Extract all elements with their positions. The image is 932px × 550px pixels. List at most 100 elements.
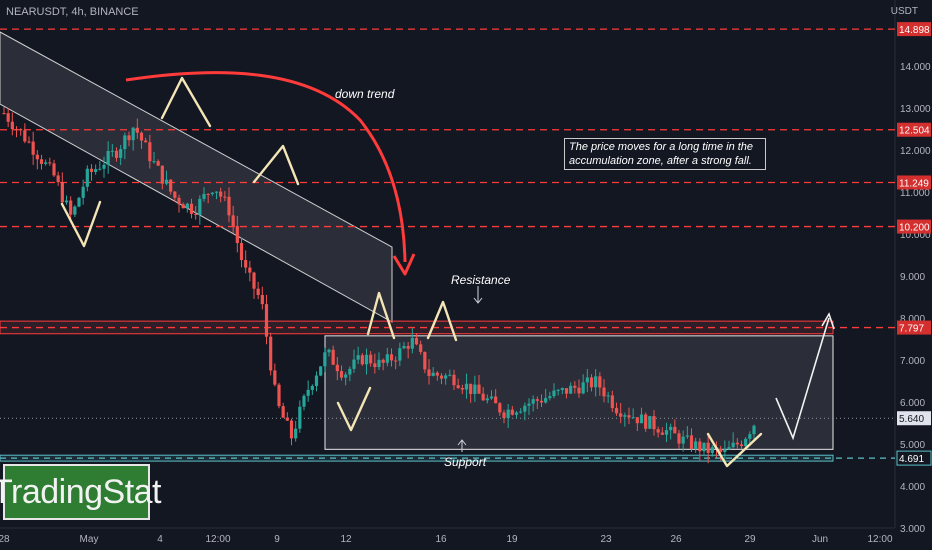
y-tick-label: 5.000 xyxy=(900,440,925,451)
candle-body xyxy=(369,354,373,364)
candle-body xyxy=(256,288,260,296)
y-tick-label: 11.000 xyxy=(900,188,930,199)
candle-body xyxy=(548,396,552,399)
candle-body xyxy=(435,372,439,376)
candle-body xyxy=(352,359,356,369)
candle-body xyxy=(139,132,144,141)
x-tick-label: 12:00 xyxy=(867,534,892,545)
candle-body xyxy=(444,375,448,379)
candle-body xyxy=(494,396,498,404)
candle-body xyxy=(60,182,64,203)
x-tick-label: Jun xyxy=(812,534,828,545)
candle-body xyxy=(173,191,177,198)
candle-body xyxy=(502,412,506,419)
candle-body xyxy=(656,429,660,433)
note-annotation: The price moves for a long time in the a… xyxy=(564,138,766,170)
y-tick-label: 12.000 xyxy=(900,146,931,157)
x-tick-label: 28 xyxy=(0,534,10,545)
candle-body xyxy=(569,385,573,394)
candle-body xyxy=(227,196,231,216)
candle-body xyxy=(385,354,389,363)
candle-body xyxy=(252,272,256,289)
candle-body xyxy=(735,442,739,445)
candle-body xyxy=(698,441,702,452)
candle-body xyxy=(89,168,94,172)
candle-body xyxy=(664,430,669,435)
candle-body xyxy=(185,203,189,209)
candle-body xyxy=(552,390,556,397)
candle-body xyxy=(94,169,98,172)
candle-body xyxy=(398,348,402,361)
candle-body xyxy=(344,374,348,378)
candle-body xyxy=(394,360,398,362)
candle-body xyxy=(298,406,302,429)
candle-body xyxy=(535,399,539,401)
candle-body xyxy=(581,382,585,394)
candle-body xyxy=(31,141,35,155)
downtrend-arrowhead xyxy=(392,253,416,276)
swing-low-mark xyxy=(336,386,372,432)
level-price-label: 7.797 xyxy=(899,324,924,335)
candle-body xyxy=(214,191,219,193)
support-label: Support xyxy=(444,455,487,469)
candle-body xyxy=(556,389,560,391)
candle-body xyxy=(152,161,156,163)
candle-body xyxy=(648,416,652,429)
candle-body xyxy=(235,226,239,244)
candle-body xyxy=(6,113,10,122)
candle-body xyxy=(131,127,135,141)
candle-body xyxy=(81,186,85,198)
downtrend-label: down trend xyxy=(335,87,395,101)
support-price-tag xyxy=(896,450,932,466)
candle-body xyxy=(752,425,756,435)
candle-body xyxy=(719,448,723,452)
candle-body xyxy=(544,398,548,403)
candle-body xyxy=(619,413,623,417)
downtrend-arrow xyxy=(125,71,407,263)
candle-body xyxy=(452,374,456,386)
candle-body xyxy=(419,344,423,352)
last-price-label: 5.640 xyxy=(899,414,924,425)
candle-body xyxy=(156,161,160,166)
candle-body xyxy=(348,368,352,375)
candle-body xyxy=(44,162,48,164)
candle-body xyxy=(464,383,469,390)
candle-body xyxy=(631,417,635,419)
resistance-label: Resistance xyxy=(451,273,511,287)
candle-body xyxy=(514,412,519,415)
candle-body xyxy=(660,432,664,435)
candle-body xyxy=(402,345,406,349)
y-tick-label: 9.000 xyxy=(900,272,925,283)
y-tick-label: 14.000 xyxy=(900,62,931,73)
level-price-tag xyxy=(897,320,931,335)
candle-body xyxy=(510,409,514,415)
candle-body xyxy=(198,198,202,215)
y-tick-label: 6.000 xyxy=(900,398,925,409)
x-tick-label: 23 xyxy=(600,534,612,545)
x-tick-label: 4 xyxy=(157,534,163,545)
x-tick-label: 12:00 xyxy=(205,534,230,545)
level-price-tag xyxy=(897,219,931,234)
candle-body xyxy=(748,434,752,439)
candle-body xyxy=(585,377,589,383)
candle-body xyxy=(219,191,223,197)
candle-body xyxy=(123,135,127,150)
candle-body xyxy=(260,295,264,305)
candle-body xyxy=(485,398,489,401)
candle-body xyxy=(19,129,23,131)
candle-body xyxy=(306,389,310,396)
candle-body xyxy=(269,336,273,371)
candle-body xyxy=(360,355,364,365)
candle-body xyxy=(135,127,139,133)
level-price-label: 11.249 xyxy=(899,178,929,189)
candle-body xyxy=(356,355,360,360)
candle-body xyxy=(414,337,419,345)
candle-body xyxy=(406,345,410,349)
swing-high-mark xyxy=(160,76,212,128)
candle-body xyxy=(319,366,323,376)
candle-body xyxy=(273,370,277,385)
candle-body xyxy=(606,395,610,397)
candle-body xyxy=(364,354,369,365)
swing-high-mark xyxy=(366,291,396,340)
